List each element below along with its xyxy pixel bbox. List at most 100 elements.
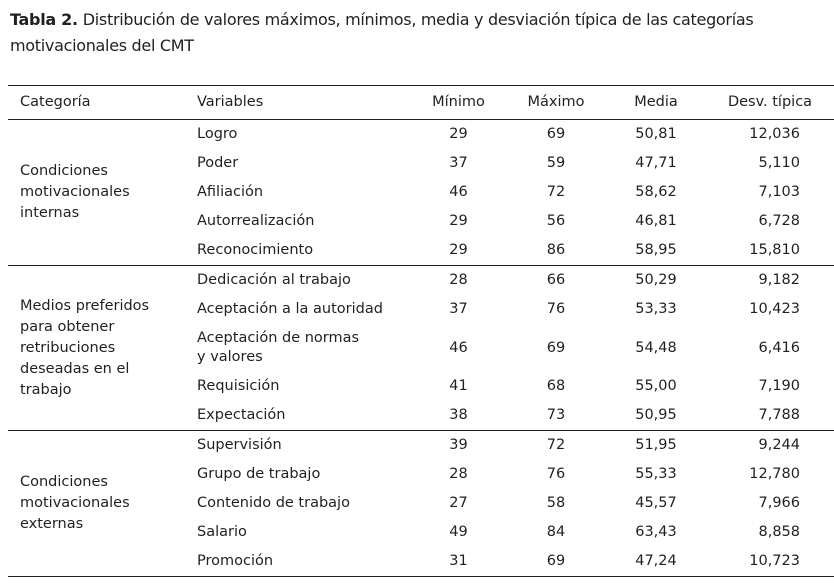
maximo-value: 68 — [546, 378, 566, 394]
minimo-value: 46 — [449, 339, 468, 356]
desv-tipica-value: 10,723 — [749, 553, 800, 569]
media-value: 51,95 — [635, 437, 677, 453]
variable-cell: Afiliación — [197, 184, 264, 200]
table-row: Medios preferidos para obtener retribuci… — [8, 266, 834, 398]
variable-cell: Requisición — [197, 378, 280, 394]
header-desv-tipica: Desv. típica — [727, 94, 813, 110]
maximo-value: 84 — [546, 524, 566, 540]
minimo-value: 38 — [449, 407, 468, 423]
maximo-value: 86 — [546, 242, 566, 258]
variable-cell: Salario — [197, 524, 247, 540]
media-value: 55,00 — [635, 378, 677, 394]
table-row: Afiliación 46 72 58,62 7,103 — [8, 178, 834, 207]
minimo-value: 39 — [449, 437, 468, 453]
table-row: Promoción 31 69 47,24 10,723 — [8, 547, 834, 577]
desv-tipica-value: 9,182 — [758, 272, 800, 288]
table-header: Categoría Variables Mínimo Máximo Media … — [8, 85, 834, 120]
category-group: Condiciones motivacionales internas Logro… — [8, 120, 834, 266]
desv-tipica-value: 7,103 — [758, 184, 800, 200]
variable-cell: Reconocimiento — [197, 242, 314, 258]
cmt-distribution-table: Categoría Variables Mínimo Máximo Media … — [8, 85, 834, 577]
maximo-value: 76 — [546, 301, 566, 317]
header-variables: Variables — [197, 94, 264, 110]
desv-tipica-value: 15,810 — [749, 242, 800, 258]
desv-tipica-value: 6,728 — [758, 213, 800, 229]
variable-cell: Logro — [197, 126, 238, 142]
desv-tipica-value: 7,788 — [758, 407, 800, 423]
table-row: Condiciones motivacionales internas Logro… — [8, 120, 834, 221]
minimo-value: 29 — [449, 213, 468, 229]
minimo-value: 41 — [449, 378, 468, 394]
variable-cell: Aceptación a la autoridad — [197, 301, 383, 317]
variable-cell: Grupo de trabajo — [197, 466, 321, 482]
maximo-value: 76 — [546, 466, 566, 482]
desv-tipica-value: 7,966 — [758, 495, 800, 511]
category-cell: Medios preferidos para obtener retribuci… — [20, 297, 150, 398]
variable-cell: Promoción — [197, 553, 274, 569]
table-row: Reconocimiento 29 86 58,95 15,810 — [8, 236, 834, 266]
media-value: 55,33 — [635, 466, 677, 482]
header-categoria: Categoría — [20, 94, 91, 110]
minimo-value: 31 — [449, 553, 468, 569]
media-value: 47,24 — [635, 553, 677, 569]
minimo-value: 27 — [449, 495, 468, 511]
table-row: Salario 49 84 63,43 8,858 — [8, 518, 834, 547]
desv-tipica-value: 7,190 — [758, 378, 800, 394]
table-row: Grupo de trabajo 28 76 55,33 12,780 — [8, 460, 834, 489]
media-value: 50,81 — [635, 126, 677, 142]
maximo-value: 72 — [546, 184, 566, 200]
minimo-value: 37 — [449, 155, 468, 171]
variable-cell: Autorrealización — [197, 213, 315, 229]
maximo-value: 56 — [546, 213, 566, 229]
maximo-value: 59 — [546, 155, 566, 171]
desv-tipica-value: 5,110 — [758, 155, 800, 171]
media-value: 58,62 — [635, 184, 677, 200]
table-caption: Tabla 2. Distribución de valores máximos,… — [0, 0, 822, 59]
desv-tipica-value: 9,244 — [758, 437, 800, 453]
header-row: Categoría Variables Mínimo Máximo Media … — [8, 85, 834, 120]
minimo-value: 28 — [449, 272, 468, 288]
desv-tipica-value: 12,780 — [749, 466, 800, 482]
maximo-value: 73 — [546, 407, 566, 423]
table-row: Condiciones motivacionales externas Super… — [8, 431, 834, 532]
media-value: 54,48 — [635, 339, 677, 356]
maximo-value: 69 — [546, 126, 566, 142]
category-cell: Condiciones motivacionales internas — [20, 163, 130, 221]
media-value: 63,43 — [635, 524, 677, 540]
desv-tipica-value: 6,416 — [758, 339, 800, 356]
minimo-value: 29 — [449, 242, 468, 258]
category-group: Condiciones motivacionales externas Super… — [8, 431, 834, 577]
maximo-value: 69 — [546, 339, 566, 356]
desv-tipica-value: 12,036 — [749, 126, 800, 142]
maximo-value: 69 — [546, 553, 566, 569]
table-row: Poder 37 59 47,71 5,110 — [8, 149, 834, 178]
maximo-value: 66 — [546, 272, 566, 288]
desv-tipica-value: 8,858 — [758, 524, 800, 540]
variable-cell: Dedicación al trabajo — [197, 272, 351, 288]
maximo-value: 58 — [546, 495, 566, 511]
minimo-value: 28 — [449, 466, 468, 482]
media-value: 58,95 — [635, 242, 677, 258]
table-row: Expectación 38 73 50,95 7,788 — [8, 401, 834, 431]
desv-tipica-value: 10,423 — [749, 301, 800, 317]
media-value: 46,81 — [635, 213, 677, 229]
table-row: Autorrealización 29 56 46,81 6,728 — [8, 207, 834, 236]
minimo-value: 49 — [449, 524, 468, 540]
table-row: Aceptación de normas y valores 46 69 54,48 6… — [8, 324, 834, 372]
header-maximo: Máximo — [527, 94, 585, 110]
header-minimo: Mínimo — [432, 94, 485, 110]
variable-cell: Aceptación de normas y valores — [197, 330, 360, 365]
media-value: 53,33 — [635, 301, 677, 317]
variable-cell: Supervisión — [197, 437, 282, 453]
table-row: Requisición 41 68 55,00 7,190 — [8, 372, 834, 401]
minimo-value: 29 — [449, 126, 468, 142]
maximo-value: 72 — [546, 437, 566, 453]
minimo-value: 46 — [449, 184, 468, 200]
header-media: Media — [634, 94, 678, 110]
table-row: Contenido de trabajo 27 58 45,57 7,966 — [8, 489, 834, 518]
variable-cell: Expectación — [197, 407, 286, 423]
table-row: Aceptación a la autoridad 37 76 53,33 10,423 — [8, 295, 834, 324]
minimo-value: 37 — [449, 301, 468, 317]
media-value: 50,95 — [635, 407, 677, 423]
